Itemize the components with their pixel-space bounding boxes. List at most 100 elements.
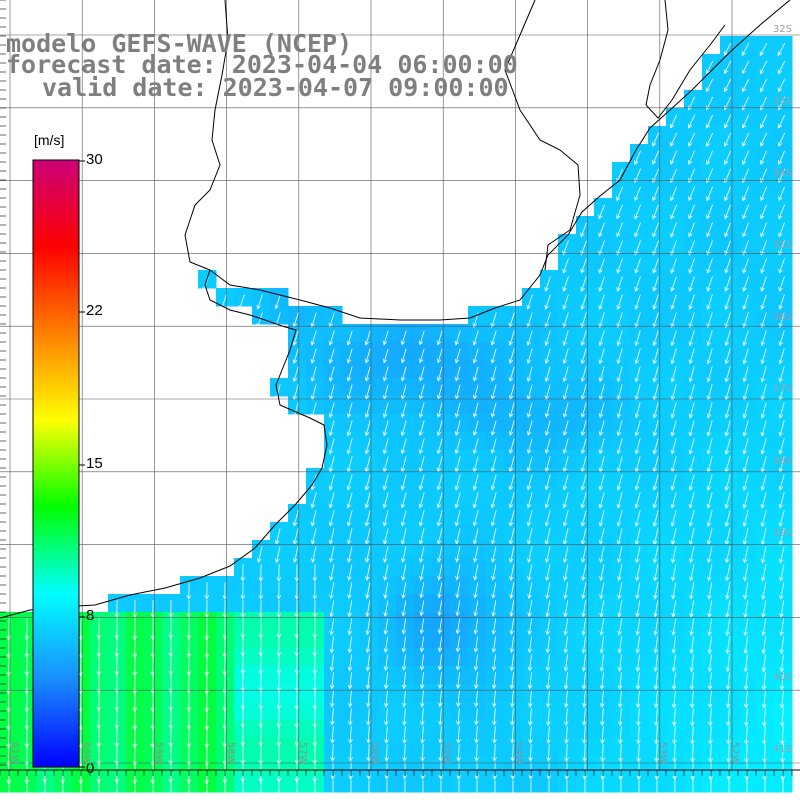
wind-arrow xyxy=(581,474,587,490)
wind-arrow xyxy=(402,546,407,563)
wind-arrow-head xyxy=(293,558,298,563)
wind-arrow-head xyxy=(401,558,406,563)
wind-arrow-head xyxy=(636,793,642,799)
wind-arrow-head xyxy=(652,395,658,401)
wind-arrow xyxy=(690,564,695,581)
wind-arrow xyxy=(331,654,334,671)
wind-arrow-head xyxy=(437,575,442,581)
wind-arrow xyxy=(510,618,515,635)
wind-arrow-head xyxy=(400,376,406,382)
wind-arrow-head xyxy=(723,51,728,56)
wind-arrow-head xyxy=(420,757,425,762)
wind-arrow xyxy=(689,402,695,418)
wind-arrow-head xyxy=(490,323,495,328)
wind-arrow xyxy=(528,546,533,563)
wind-arrow xyxy=(724,150,732,165)
wind-arrow xyxy=(475,726,478,743)
wind-arrow-head xyxy=(706,232,711,238)
wind-arrow-head xyxy=(600,775,605,781)
wind-arrow xyxy=(762,600,767,618)
wind-arrow xyxy=(599,258,605,273)
colorbar-tick-30: 30 xyxy=(86,151,103,168)
wind-arrow xyxy=(383,492,389,508)
title-valid-date: valid date: 2023-04-07 09:00:00 xyxy=(42,73,509,102)
wind-arrow-head xyxy=(705,123,711,129)
wind-arrow-head xyxy=(562,305,567,310)
wind-arrow-head xyxy=(508,503,514,509)
wind-arrow xyxy=(455,456,461,472)
wind-arrow-head xyxy=(634,377,640,383)
wind-arrow-head xyxy=(652,431,658,437)
wind-arrow xyxy=(780,618,785,636)
wind-arrow-head xyxy=(742,287,747,292)
wind-arrow-head xyxy=(490,521,496,527)
wind-arrow xyxy=(419,420,425,436)
wind-arrow xyxy=(742,222,749,237)
wind-arrow xyxy=(688,222,695,237)
wind-arrow xyxy=(493,654,496,671)
wind-arrow xyxy=(367,636,371,653)
wind-arrow xyxy=(709,726,712,744)
wind-arrow-head xyxy=(383,576,388,581)
wind-arrow-head xyxy=(562,431,568,436)
wind-arrow xyxy=(546,546,551,563)
wind-arrow xyxy=(635,510,641,527)
wind-arrow-head xyxy=(420,721,425,726)
wind-arrow xyxy=(724,132,732,147)
wind-arrow xyxy=(563,348,569,364)
wind-arrow-head xyxy=(743,631,748,637)
wind-arrow xyxy=(401,384,407,400)
wind-arrow-head xyxy=(546,739,551,744)
wind-arrow-head xyxy=(42,796,48,800)
wind-arrow-head xyxy=(742,431,748,437)
wind-arrow xyxy=(419,402,425,418)
wind-arrow-head xyxy=(672,775,677,781)
wind-arrow-head xyxy=(616,540,622,545)
wind-arrow-head xyxy=(419,665,425,671)
wind-arrow xyxy=(349,708,352,725)
wind-arrow-head xyxy=(365,684,371,690)
wind-arrow-head xyxy=(346,431,352,437)
wind-arrow-head xyxy=(688,214,693,220)
wind-arrow-head xyxy=(636,775,641,781)
wind-arrow xyxy=(330,546,335,563)
wind-arrow-head xyxy=(759,69,764,75)
wind-arrow-head xyxy=(617,685,623,690)
wind-arrow xyxy=(403,636,407,652)
wind-arrow-head xyxy=(690,794,696,799)
wind-arrow xyxy=(653,510,659,527)
wind-arrow xyxy=(636,582,641,599)
wind-arrow xyxy=(743,348,749,364)
wind-arrow-head xyxy=(401,576,406,581)
wind-arrow-head xyxy=(256,304,261,310)
wind-arrow xyxy=(349,726,352,743)
wind-arrow-head xyxy=(418,485,424,491)
wind-arrow-head xyxy=(741,69,746,75)
wind-arrow-head xyxy=(544,449,550,454)
wind-arrow-head xyxy=(490,449,496,455)
wind-arrow-head xyxy=(436,340,442,346)
wind-arrow-head xyxy=(581,685,587,690)
wind-arrow xyxy=(616,204,623,219)
wind-arrow-head xyxy=(364,376,370,382)
wind-arrow xyxy=(779,402,785,419)
wind-arrow-head xyxy=(383,666,389,672)
wind-arrow xyxy=(547,726,550,744)
wind-arrow xyxy=(689,348,695,364)
wind-arrow xyxy=(565,726,568,744)
wind-arrow xyxy=(724,240,731,255)
wind-arrow-head xyxy=(652,359,657,365)
wind-arrow-head xyxy=(741,105,747,111)
wind-arrow xyxy=(563,312,569,328)
wind-arrow-head xyxy=(580,359,586,365)
wind-arrow-head xyxy=(474,720,479,726)
wind-arrow-head xyxy=(418,358,424,364)
wind-arrow-head xyxy=(618,793,624,799)
wind-arrow xyxy=(509,528,515,545)
wind-arrow-head xyxy=(742,341,747,347)
wind-arrow xyxy=(707,276,713,292)
wind-arrow-head xyxy=(6,797,12,800)
wind-arrow xyxy=(708,546,713,563)
wind-arrow xyxy=(761,528,767,545)
wind-arrow-head xyxy=(580,287,585,292)
